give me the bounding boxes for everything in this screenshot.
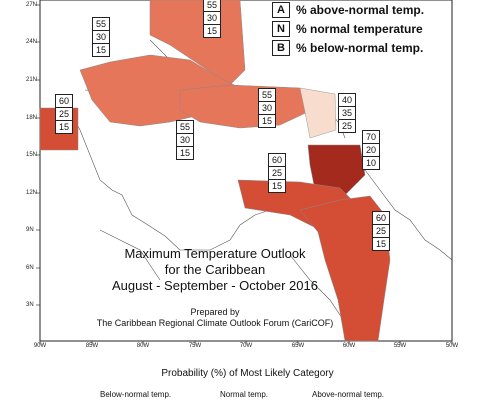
legend-text: % normal temperature <box>296 21 423 36</box>
prob-above: 60 <box>373 212 389 225</box>
prob-below: 25 <box>341 121 352 131</box>
map-title-line-1: Maximum Temperature Outlook <box>124 246 306 261</box>
prob-below: 15 <box>261 116 272 126</box>
prob-box-pr: 55 30 15 <box>258 88 276 128</box>
prob-above: 60 <box>56 95 72 108</box>
prob-box-colombia: 60 25 15 <box>268 153 286 193</box>
prob-normal: 25 <box>373 225 389 238</box>
x-tick: 80W <box>136 343 150 349</box>
prob-below: 15 <box>375 239 386 249</box>
prob-below: 15 <box>271 181 282 191</box>
region-leewards <box>299 87 337 139</box>
y-tick: 12N <box>26 190 38 196</box>
prob-above: 55 <box>259 89 275 102</box>
legend-key: N <box>272 20 290 37</box>
prob-box-jamaica: 55 30 15 <box>176 120 194 160</box>
x-tick: 70W <box>239 343 253 349</box>
prob-normal: 30 <box>93 31 109 44</box>
x-tick: 90W <box>33 343 47 349</box>
x-tick: 85W <box>85 343 99 349</box>
y-tick: 15N <box>26 152 38 158</box>
prob-above: 55 <box>177 121 193 134</box>
prob-normal: 25 <box>56 108 72 121</box>
x-tick: 75W <box>188 343 202 349</box>
y-tick: 6N <box>26 265 34 271</box>
prob-below: 10 <box>365 158 376 168</box>
legend: A % above-normal temp. N % normal temper… <box>272 0 450 57</box>
legend-text: % above-normal temp. <box>296 2 425 17</box>
prepared-by-org: The Caribbean Regional Climate Outlook F… <box>96 318 334 328</box>
prob-box-leewards: 40 35 25 <box>338 93 356 133</box>
prob-below: 15 <box>179 148 190 158</box>
prob-normal: 30 <box>259 102 275 115</box>
legend-text: % below-normal temp. <box>296 40 424 55</box>
x-tick: 55W <box>393 343 407 349</box>
y-tick: 24N <box>26 39 38 45</box>
y-tick: 18N <box>26 115 38 121</box>
map-title-line-3: August - September - October 2016 <box>112 278 318 293</box>
x-tick: 60W <box>342 343 356 349</box>
legend-row-below: B % below-normal temp. <box>272 38 450 57</box>
region-bahamas <box>149 0 246 86</box>
y-tick: 21N <box>26 77 38 83</box>
category-above: Above-normal temp. <box>312 390 385 399</box>
prob-box-belize: 60 25 15 <box>55 94 73 134</box>
prob-above: 55 <box>93 18 109 31</box>
legend-key: B <box>272 39 290 56</box>
region-guianas <box>299 195 391 342</box>
prob-below: 15 <box>95 45 106 55</box>
prob-box-windwards: 70 20 10 <box>362 130 380 170</box>
prob-above: 40 <box>339 94 355 107</box>
prob-above: 60 <box>269 154 285 167</box>
prob-normal: 30 <box>204 12 220 25</box>
map-title-line-2: for the Caribbean <box>164 262 266 277</box>
prob-box-guianas: 60 25 15 <box>372 211 390 251</box>
category-below: Below-normal temp. <box>100 390 172 399</box>
category-normal: Normal temp. <box>220 390 269 399</box>
prob-normal: 20 <box>363 144 379 157</box>
legend-key: A <box>272 1 290 18</box>
prob-below: 15 <box>58 122 69 132</box>
prob-below: 15 <box>206 26 217 36</box>
probability-title: Probability (%) of Most Likely Category <box>161 368 334 379</box>
prob-above: 55 <box>204 0 220 12</box>
prob-normal: 30 <box>177 134 193 147</box>
y-tick: 27N <box>26 2 38 8</box>
prob-above: 70 <box>363 131 379 144</box>
x-tick: 65W <box>291 343 305 349</box>
region-hispaniola-pr <box>179 84 313 129</box>
axis-ticks <box>36 4 453 345</box>
prob-box-bahamas: 55 30 15 <box>203 0 221 38</box>
y-tick: 3N <box>26 302 34 308</box>
legend-row-normal: N % normal temperature <box>272 19 450 38</box>
y-tick: 9N <box>26 227 34 233</box>
legend-row-above: A % above-normal temp. <box>272 0 450 19</box>
prob-normal: 25 <box>269 167 285 180</box>
prob-normal: 35 <box>339 107 355 120</box>
prob-box-turks: 55 30 15 <box>92 17 110 57</box>
x-tick: 50W <box>445 343 459 349</box>
prepared-by-label: Prepared by <box>190 307 240 317</box>
